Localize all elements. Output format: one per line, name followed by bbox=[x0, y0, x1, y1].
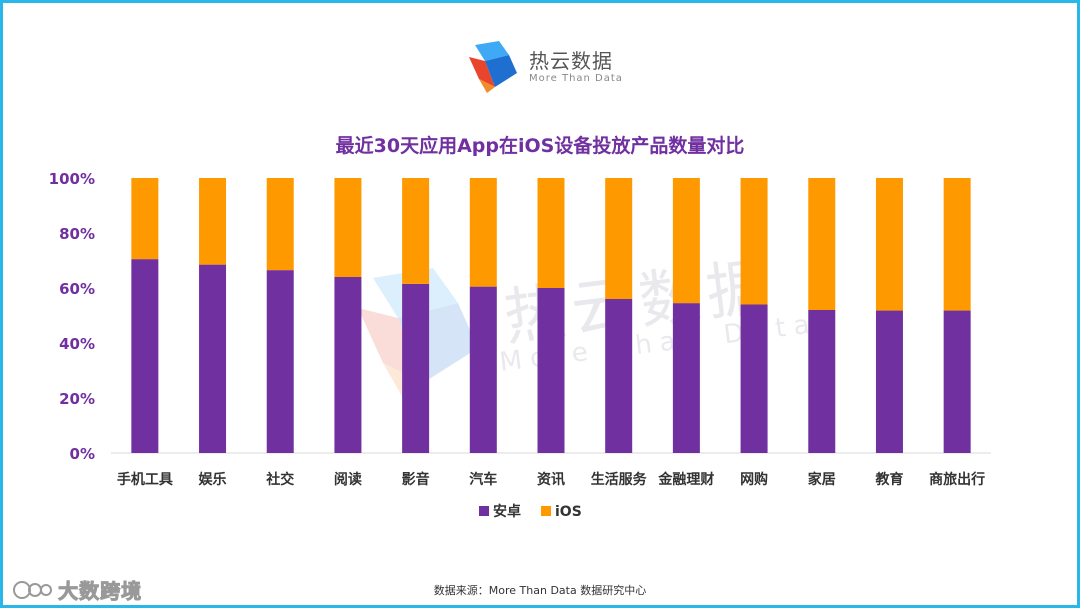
bar-ios bbox=[334, 178, 362, 277]
y-tick-label: 60% bbox=[59, 280, 95, 298]
data-source: 数据来源：More Than Data 数据研究中心 bbox=[433, 584, 647, 597]
bar-android bbox=[672, 303, 700, 453]
y-tick-label: 20% bbox=[59, 390, 95, 408]
x-tick-label: 生活服务 bbox=[591, 471, 648, 488]
x-tick-label: 娱乐 bbox=[199, 471, 227, 488]
legend-swatch-android bbox=[479, 506, 489, 516]
corner-logo: 大数跨境 bbox=[13, 575, 143, 604]
bar-android bbox=[605, 299, 633, 453]
bar-ios bbox=[875, 178, 903, 311]
x-tick-label: 商旅出行 bbox=[929, 471, 985, 488]
brand-tagline: More Than Data bbox=[529, 73, 623, 84]
x-tick-label: 汽车 bbox=[469, 471, 497, 488]
bar-ios bbox=[199, 178, 227, 265]
bar-android bbox=[334, 277, 362, 453]
x-tick-label: 手机工具 bbox=[117, 471, 173, 488]
bar-ios bbox=[605, 178, 633, 299]
bar-ios bbox=[672, 178, 700, 304]
y-tick-label: 40% bbox=[59, 335, 95, 353]
bar-android bbox=[131, 259, 159, 453]
y-tick-label: 80% bbox=[59, 225, 95, 243]
x-tick-label: 影音 bbox=[402, 471, 430, 488]
bar-ios bbox=[131, 178, 159, 260]
legend-label-android: 安卓 bbox=[493, 503, 521, 520]
stacked-bar-chart: 0% 20% 40% 60% 80% 100% 手机工具 娱乐 社交 阅读 影音 汽车 资讯 生活服务 金融… bbox=[49, 170, 991, 520]
bar-android bbox=[740, 304, 768, 453]
legend-label-ios: iOS bbox=[555, 504, 582, 520]
bar-ios bbox=[469, 178, 497, 287]
bar-android bbox=[469, 286, 497, 453]
x-tick-label: 资讯 bbox=[537, 471, 565, 488]
bar-ios bbox=[402, 178, 430, 284]
bar-android bbox=[402, 283, 430, 453]
bar-android bbox=[266, 270, 294, 453]
cube-logo-icon bbox=[469, 41, 517, 93]
bar-ios bbox=[740, 178, 768, 305]
legend-swatch-ios bbox=[541, 506, 551, 516]
x-tick-label: 社交 bbox=[265, 471, 294, 488]
x-tick-label: 金融理财 bbox=[657, 471, 714, 488]
corner-logo-text: 大数跨境 bbox=[58, 579, 143, 604]
x-tick-label: 阅读 bbox=[334, 471, 362, 488]
brand-logo: 热云数据 More Than Data bbox=[465, 39, 625, 95]
corner-logo-icon bbox=[13, 580, 52, 599]
chart-title: 最近30天应用App在iOS设备投放产品数量对比 bbox=[335, 135, 745, 157]
x-tick-label: 家居 bbox=[808, 471, 836, 488]
bar-android bbox=[943, 310, 971, 453]
bar-android bbox=[875, 310, 903, 453]
x-tick-label: 教育 bbox=[875, 471, 903, 488]
brand-name: 热云数据 bbox=[529, 49, 613, 73]
bar-android bbox=[537, 288, 565, 453]
bar-ios bbox=[943, 178, 971, 311]
y-tick-label: 100% bbox=[49, 170, 95, 188]
bar-android bbox=[808, 310, 836, 453]
bar-ios bbox=[266, 178, 294, 271]
bar-ios bbox=[537, 178, 565, 288]
y-tick-label: 0% bbox=[70, 445, 95, 463]
x-tick-label: 网购 bbox=[740, 471, 768, 488]
bar-android bbox=[199, 264, 227, 453]
bar-ios bbox=[808, 178, 836, 310]
